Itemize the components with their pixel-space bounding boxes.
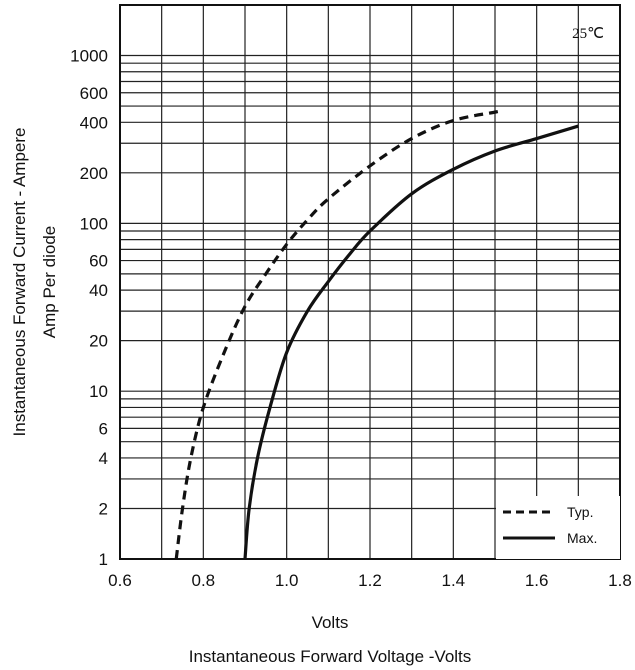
y-tick-label: 40	[89, 281, 108, 300]
y-tick-label: 1	[99, 550, 108, 569]
x-tick-label: 1.0	[275, 571, 299, 590]
y-tick-label: 400	[80, 113, 108, 132]
x-axis-title: Volts	[312, 613, 349, 632]
x-tick-labels: 0.6 0.8 1.0 1.2 1.4 1.6 1.8	[108, 571, 632, 590]
legend-label-max: Max.	[567, 530, 597, 546]
legend-label-typ: Typ.	[567, 504, 593, 520]
y-tick-label: 4	[99, 449, 108, 468]
x-tick-label: 1.8	[608, 571, 632, 590]
x-tick-label: 1.2	[358, 571, 382, 590]
y-tick-label: 2	[99, 499, 108, 518]
y-axis-title-line1: Instantaneous Forward Current - Ampere	[10, 128, 29, 437]
y-axis-title-line2: Amp Per diode	[40, 226, 59, 338]
y-tick-labels: 1 2 4 6 10 20 40 60 100 200 400 600 1000	[70, 47, 108, 569]
x-tick-label: 1.4	[442, 571, 466, 590]
x-tick-label: 0.6	[108, 571, 132, 590]
grid-layer	[120, 5, 620, 559]
series-layer	[174, 108, 579, 560]
plot-frame	[119, 4, 621, 560]
y-tick-label: 6	[99, 419, 108, 438]
series-line-max	[243, 124, 579, 560]
x-tick-label: 1.6	[525, 571, 549, 590]
y-tick-label: 60	[89, 252, 108, 271]
y-tick-label: 600	[80, 84, 108, 103]
annotation-temperature: 25℃	[572, 26, 604, 42]
y-tick-label: 100	[80, 214, 108, 233]
x-tick-label: 0.8	[192, 571, 216, 590]
y-tick-label: 1000	[70, 47, 108, 66]
legend: Typ. Max.	[496, 496, 620, 559]
legend-box	[496, 496, 620, 559]
series-line-typ	[174, 108, 504, 560]
y-tick-label: 20	[89, 332, 108, 351]
x-axis-subtitle: Instantaneous Forward Voltage -Volts	[189, 647, 472, 666]
y-tick-label: 10	[89, 382, 108, 401]
y-tick-label: 200	[80, 164, 108, 183]
